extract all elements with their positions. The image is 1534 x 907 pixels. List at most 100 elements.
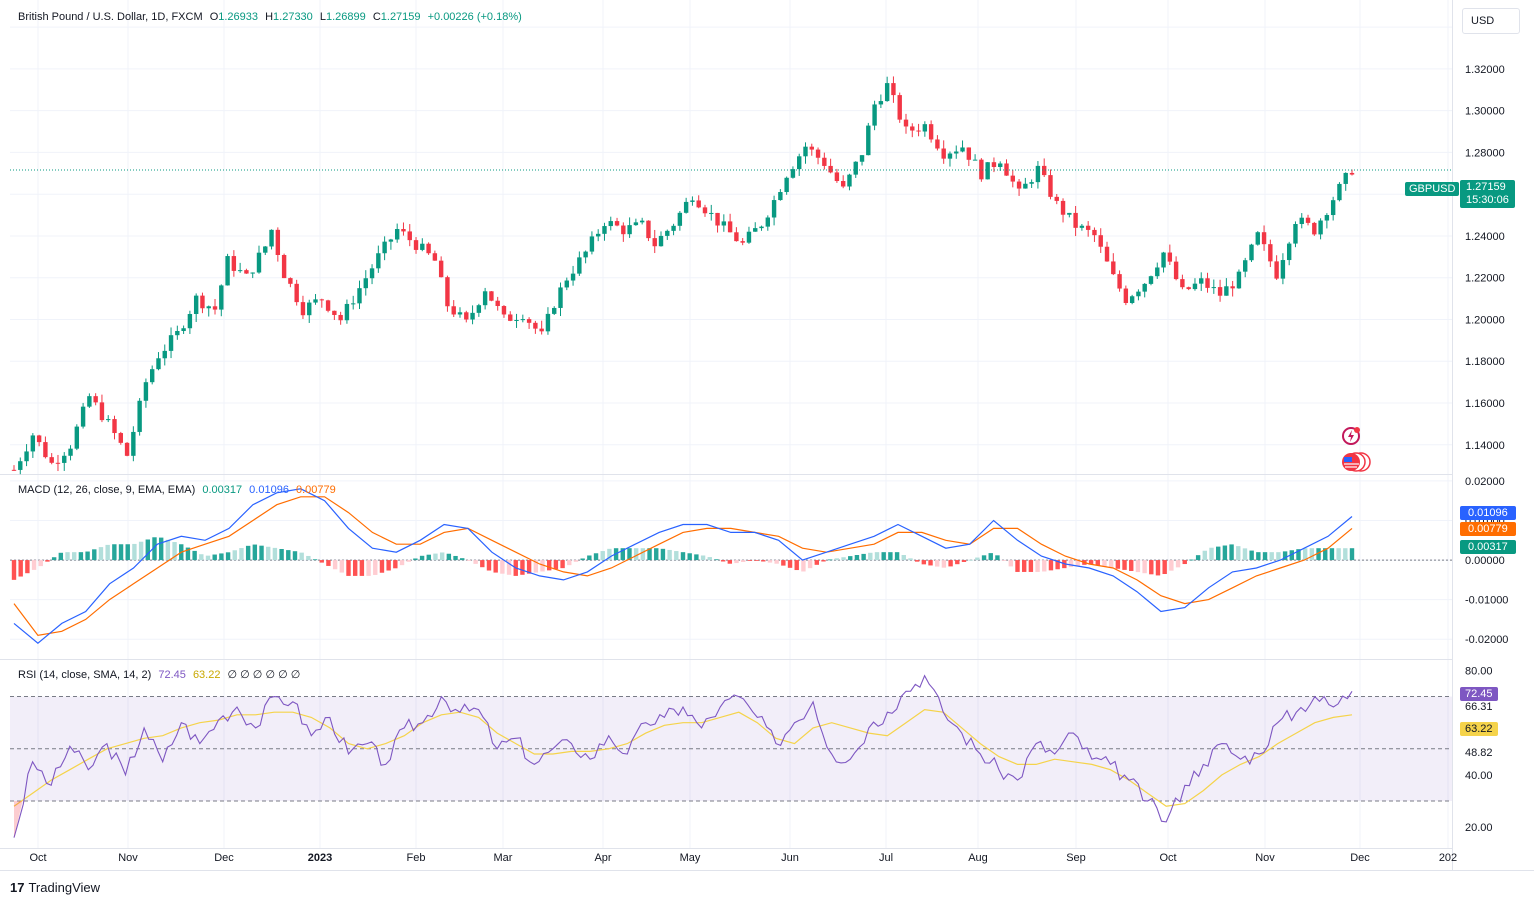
- candle-body: [401, 229, 406, 232]
- candle-body: [1224, 286, 1229, 296]
- macd-histogram-bar: [192, 550, 197, 561]
- rsi-value: 72.45: [158, 669, 186, 681]
- macd-histogram-bar: [399, 560, 405, 566]
- candle-body: [1173, 261, 1179, 280]
- countdown-value: 15:30:06: [1466, 194, 1509, 206]
- rsi-tick-label: 40.00: [1465, 770, 1493, 782]
- macd-histogram-bar: [1028, 560, 1034, 572]
- last-price-tag: 1.27159 15:30:06: [1460, 180, 1515, 208]
- candle-body: [1274, 261, 1279, 279]
- candle-body: [1230, 286, 1235, 289]
- macd-histogram-bar: [1162, 560, 1167, 575]
- candle-body: [382, 241, 387, 254]
- candle-body: [307, 302, 312, 316]
- macd-histogram-bar: [286, 550, 291, 561]
- candle-body: [784, 177, 789, 193]
- macd-histogram-bar: [1115, 560, 1121, 569]
- candle-body: [884, 83, 890, 102]
- macd-histogram-bar: [352, 560, 358, 576]
- rsi-value-tag: 72.45: [1460, 687, 1498, 701]
- candle-body: [790, 169, 796, 178]
- macd-histogram-bar: [259, 545, 264, 561]
- time-tick-label: Nov: [1255, 852, 1275, 864]
- macd-tick-label: -0.01000: [1465, 595, 1508, 607]
- candle-body: [219, 285, 224, 310]
- candle-body: [721, 221, 727, 226]
- candle-body: [149, 369, 155, 383]
- candle-body: [771, 200, 777, 218]
- candle-body: [533, 322, 538, 329]
- macd-histogram-bar: [1329, 548, 1335, 561]
- macd-histogram-bar: [98, 547, 104, 561]
- candle-body: [131, 431, 136, 456]
- macd-histogram-bar: [232, 550, 237, 561]
- last-price-value: 1.27159: [1466, 181, 1506, 193]
- macd-histogram-bar: [580, 558, 585, 561]
- tradingview-brand[interactable]: 17 TradingView: [10, 880, 100, 895]
- candle-body: [263, 246, 268, 253]
- macd-histogram-bar: [486, 560, 492, 571]
- candle-body: [1236, 271, 1242, 289]
- macd-histogram-bar: [660, 548, 666, 561]
- open-label: O: [209, 11, 219, 23]
- candle-body: [979, 159, 984, 180]
- candle-body: [376, 253, 381, 269]
- candle-body: [941, 148, 946, 159]
- macd-histogram-bar: [500, 560, 505, 574]
- candle-body: [966, 147, 972, 160]
- candle-body: [1048, 175, 1053, 197]
- macd-histogram-bar: [914, 560, 920, 562]
- macd-histogram-bar: [547, 560, 552, 571]
- us-flag-event-icon[interactable]: [1339, 451, 1373, 473]
- macd-histogram-bar: [326, 560, 331, 566]
- candle-body: [62, 455, 67, 463]
- macd-histogram-bar: [118, 544, 124, 561]
- lightning-event-icon[interactable]: [1340, 425, 1364, 447]
- candle-body: [671, 225, 676, 231]
- candle-body: [1299, 217, 1304, 225]
- candle-body: [1142, 283, 1147, 292]
- candle-body: [583, 251, 588, 258]
- candle-body: [1073, 212, 1078, 228]
- time-tick-label: Aug: [968, 852, 988, 864]
- macd-histogram-bar: [734, 560, 739, 564]
- rsi-tick-label: 20.00: [1465, 822, 1493, 834]
- candle-body: [300, 302, 306, 316]
- macd-histogram-bar: [38, 560, 43, 567]
- candle-body: [1117, 274, 1122, 289]
- candle-body: [112, 419, 117, 434]
- candle-body: [99, 402, 105, 421]
- candle-body: [175, 330, 180, 336]
- macd-histogram-bar: [767, 560, 773, 563]
- macd-histogram-bar: [1015, 560, 1020, 572]
- macd-histogram-bar: [78, 552, 84, 561]
- change-value: +0.00226 (+0.18%): [427, 11, 522, 23]
- macd-histogram-bar: [1068, 560, 1074, 568]
- macd-histogram-bar: [1175, 560, 1181, 568]
- macd-histogram-bar: [292, 551, 298, 561]
- macd-histogram-bar: [533, 560, 539, 573]
- candle-body: [250, 272, 255, 274]
- candle-body: [602, 226, 607, 234]
- macd-histogram-bar: [787, 560, 793, 568]
- candle-body: [1324, 215, 1330, 221]
- candle-body: [828, 165, 833, 173]
- symbol-legend: British Pound / U.S. Dollar, 1D, FXCM O1…: [18, 11, 526, 23]
- macd-histogram-bar: [466, 560, 472, 561]
- macd-histogram-bar: [894, 552, 900, 561]
- macd-histogram-bar: [299, 552, 304, 561]
- macd-signal-line: [13, 496, 1353, 636]
- candle-body: [702, 207, 708, 214]
- candle-body: [803, 146, 808, 157]
- candle-body: [891, 83, 896, 96]
- candle-body: [363, 278, 368, 289]
- candle-body: [369, 268, 375, 279]
- macd-histogram-bar: [888, 552, 893, 561]
- macd-histogram-bar: [172, 542, 177, 561]
- candle-body: [206, 306, 211, 309]
- currency-button[interactable]: USD: [1462, 8, 1520, 34]
- candle-body: [394, 229, 400, 240]
- macd-histogram-bar: [674, 551, 679, 561]
- candle-body: [646, 220, 651, 239]
